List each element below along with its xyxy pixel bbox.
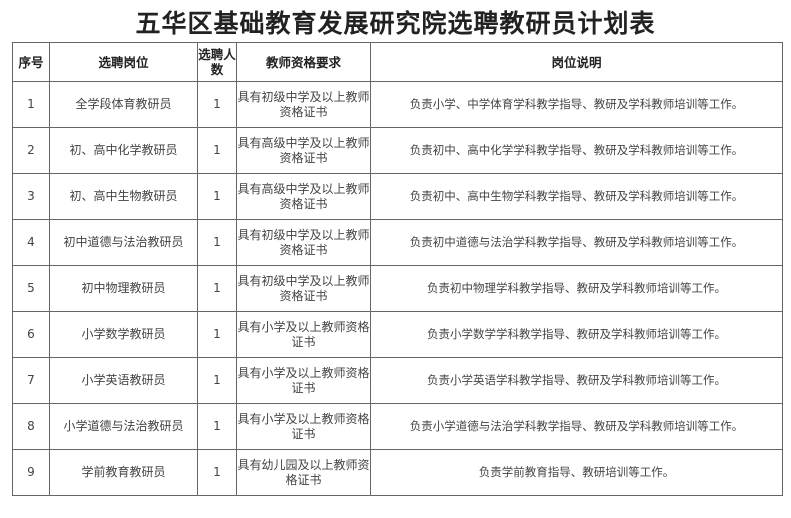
- cell-post: 初中道德与法治教研员: [49, 219, 198, 266]
- cell-count: 1: [197, 403, 237, 450]
- cell-description: 负责小学数学学科教学指导、教研及学科教师培训等工作。: [370, 311, 783, 358]
- cell-count: 1: [197, 81, 237, 128]
- cell-description: 负责初中、高中生物学科教学指导、教研及学科教师培训等工作。: [370, 173, 783, 220]
- table-row: 7 小学英语教研员 1 具有小学及以上教师资格证书 负责小学英语学科教学指导、教研及学科…: [12, 357, 783, 404]
- cell-post: 小学数学教研员: [49, 311, 198, 358]
- document-title: 五华区基础教育发展研究院选聘教研员计划表: [135, 9, 656, 38]
- cell-post: 学前教育教研员: [49, 449, 198, 496]
- cell-no: 3: [12, 173, 50, 220]
- cell-no: 8: [12, 403, 50, 450]
- cell-description: 负责初中、高中化学学科教学指导、教研及学科教师培训等工作。: [370, 127, 783, 174]
- cell-post: 小学英语教研员: [49, 357, 198, 404]
- table-row: 4 初中道德与法治教研员 1 具有初级中学及以上教师资格证书 负责初中道德与法治学科教学…: [12, 219, 783, 266]
- header-count: 选聘人数: [197, 42, 237, 82]
- table-row: 8 小学道德与法治教研员 1 具有小学及以上教师资格证书 负责小学道德与法治学科教学指导…: [12, 403, 783, 450]
- cell-post: 初、高中生物教研员: [49, 173, 198, 220]
- cell-no: 7: [12, 357, 50, 404]
- cell-description: 负责学前教育指导、教研培训等工作。: [370, 449, 783, 496]
- cell-no: 6: [12, 311, 50, 358]
- cell-qualification: 具有高级中学及以上教师资格证书: [236, 127, 371, 174]
- table-row: 1 全学段体育教研员 1 具有初级中学及以上教师资格证书 负责小学、中学体育学科教学指导…: [12, 81, 783, 128]
- header-no: 序号: [12, 42, 50, 82]
- cell-count: 1: [197, 449, 237, 496]
- cell-qualification: 具有高级中学及以上教师资格证书: [236, 173, 371, 220]
- header-post: 选聘岗位: [49, 42, 198, 82]
- header-description: 岗位说明: [370, 42, 783, 82]
- cell-description: 负责小学、中学体育学科教学指导、教研及学科教师培训等工作。: [370, 81, 783, 128]
- table-row: 5 初中物理教研员 1 具有初级中学及以上教师资格证书 负责初中物理学科教学指导、教研及…: [12, 265, 783, 312]
- cell-post: 初中物理教研员: [49, 265, 198, 312]
- cell-qualification: 具有初级中学及以上教师资格证书: [236, 265, 371, 312]
- cell-count: 1: [197, 311, 237, 358]
- cell-post: 全学段体育教研员: [49, 81, 198, 128]
- cell-description: 负责初中物理学科教学指导、教研及学科教师培训等工作。: [370, 265, 783, 312]
- table-row: 3 初、高中生物教研员 1 具有高级中学及以上教师资格证书 负责初中、高中生物学科教学指…: [12, 173, 783, 220]
- table-row: 2 初、高中化学教研员 1 具有高级中学及以上教师资格证书 负责初中、高中化学学科教学指…: [12, 127, 783, 174]
- header-row: 序号 选聘岗位 选聘人数 教师资格要求 岗位说明: [12, 42, 783, 82]
- cell-qualification: 具有幼儿园及以上教师资格证书: [236, 449, 371, 496]
- cell-post: 小学道德与法治教研员: [49, 403, 198, 450]
- cell-qualification: 具有小学及以上教师资格证书: [236, 311, 371, 358]
- cell-description: 负责小学道德与法治学科教学指导、教研及学科教师培训等工作。: [370, 403, 783, 450]
- table-row: 9 学前教育教研员 1 具有幼儿园及以上教师资格证书 负责学前教育指导、教研培训等工作。: [12, 449, 783, 496]
- header-qualification: 教师资格要求: [236, 42, 371, 82]
- cell-qualification: 具有初级中学及以上教师资格证书: [236, 81, 371, 128]
- cell-no: 9: [12, 449, 50, 496]
- cell-qualification: 具有小学及以上教师资格证书: [236, 357, 371, 404]
- cell-count: 1: [197, 219, 237, 266]
- cell-count: 1: [197, 127, 237, 174]
- recruitment-plan-table: 序号 选聘岗位 选聘人数 教师资格要求 岗位说明 1 全学段体育教研员 1 具有初级中…: [12, 42, 783, 496]
- cell-no: 5: [12, 265, 50, 312]
- cell-count: 1: [197, 173, 237, 220]
- cell-count: 1: [197, 357, 237, 404]
- cell-no: 1: [12, 81, 50, 128]
- cell-description: 负责初中道德与法治学科教学指导、教研及学科教师培训等工作。: [370, 219, 783, 266]
- cell-no: 4: [12, 219, 50, 266]
- cell-no: 2: [12, 127, 50, 174]
- table-row: 6 小学数学教研员 1 具有小学及以上教师资格证书 负责小学数学学科教学指导、教研及学科…: [12, 311, 783, 358]
- cell-post: 初、高中化学教研员: [49, 127, 198, 174]
- cell-qualification: 具有小学及以上教师资格证书: [236, 403, 371, 450]
- cell-count: 1: [197, 265, 237, 312]
- cell-qualification: 具有初级中学及以上教师资格证书: [236, 219, 371, 266]
- cell-description: 负责小学英语学科教学指导、教研及学科教师培训等工作。: [370, 357, 783, 404]
